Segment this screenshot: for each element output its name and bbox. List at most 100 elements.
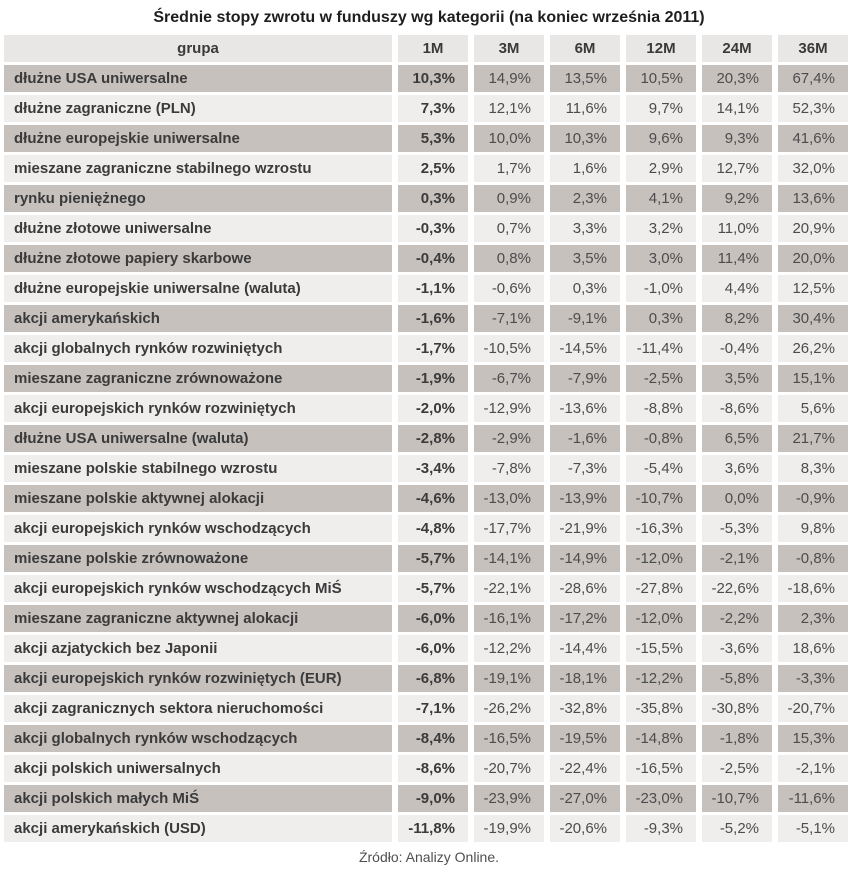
- value-cell: -2,9%: [474, 425, 544, 452]
- value-cell: 11,6%: [550, 95, 620, 122]
- value-cell: -5,3%: [702, 515, 772, 542]
- value-cell: 0,3%: [550, 275, 620, 302]
- value-cell: -16,5%: [626, 755, 696, 782]
- value-cell: 13,5%: [550, 65, 620, 92]
- value-cell: 2,5%: [398, 155, 468, 182]
- value-cell: -23,0%: [626, 785, 696, 812]
- value-cell: 18,6%: [778, 635, 848, 662]
- value-cell: 30,4%: [778, 305, 848, 332]
- value-cell: -16,1%: [474, 605, 544, 632]
- value-cell: 3,6%: [702, 455, 772, 482]
- value-cell: -13,6%: [550, 395, 620, 422]
- column-header-24m: 24M: [702, 35, 772, 62]
- group-label-cell: akcji europejskich rynków rozwiniętych (…: [4, 665, 392, 692]
- value-cell: -11,4%: [626, 335, 696, 362]
- value-cell: 1,7%: [474, 155, 544, 182]
- group-label-cell: akcji europejskich rynków wschodzących M…: [4, 575, 392, 602]
- value-cell: -14,1%: [474, 545, 544, 572]
- value-cell: -5,1%: [778, 815, 848, 842]
- value-cell: 0,3%: [626, 305, 696, 332]
- value-cell: -7,1%: [474, 305, 544, 332]
- value-cell: -19,5%: [550, 725, 620, 752]
- value-cell: -2,5%: [702, 755, 772, 782]
- value-cell: -0,3%: [398, 215, 468, 242]
- column-header-36m: 36M: [778, 35, 848, 62]
- value-cell: -17,2%: [550, 605, 620, 632]
- group-label-cell: dłużne USA uniwersalne (waluta): [4, 425, 392, 452]
- value-cell: -10,7%: [626, 485, 696, 512]
- value-cell: -7,3%: [550, 455, 620, 482]
- value-cell: 3,5%: [702, 365, 772, 392]
- value-cell: -20,7%: [778, 695, 848, 722]
- value-cell: 3,3%: [550, 215, 620, 242]
- value-cell: -1,6%: [550, 425, 620, 452]
- value-cell: -14,5%: [550, 335, 620, 362]
- value-cell: 15,1%: [778, 365, 848, 392]
- value-cell: 0,8%: [474, 245, 544, 272]
- value-cell: 5,3%: [398, 125, 468, 152]
- value-cell: 1,6%: [550, 155, 620, 182]
- value-cell: -26,2%: [474, 695, 544, 722]
- value-cell: -2,1%: [702, 545, 772, 572]
- group-label-cell: dłużne złotowe uniwersalne: [4, 215, 392, 242]
- value-cell: 3,5%: [550, 245, 620, 272]
- value-cell: -19,9%: [474, 815, 544, 842]
- value-cell: 9,8%: [778, 515, 848, 542]
- value-cell: -12,2%: [474, 635, 544, 662]
- value-cell: 3,2%: [626, 215, 696, 242]
- value-cell: -5,4%: [626, 455, 696, 482]
- value-cell: 52,3%: [778, 95, 848, 122]
- source-note: Źródło: Analizy Online.: [358, 849, 500, 865]
- value-cell: -1,1%: [398, 275, 468, 302]
- value-cell: -7,8%: [474, 455, 544, 482]
- group-label-cell: akcji europejskich rynków rozwiniętych: [4, 395, 392, 422]
- value-cell: -9,3%: [626, 815, 696, 842]
- value-cell: -35,8%: [626, 695, 696, 722]
- value-cell: -22,6%: [702, 575, 772, 602]
- value-cell: -1,9%: [398, 365, 468, 392]
- value-cell: -5,7%: [398, 575, 468, 602]
- value-cell: 14,9%: [474, 65, 544, 92]
- value-cell: -0,8%: [626, 425, 696, 452]
- value-cell: -10,7%: [702, 785, 772, 812]
- value-cell: -8,6%: [702, 395, 772, 422]
- value-cell: -9,1%: [550, 305, 620, 332]
- group-label-cell: mieszane polskie aktywnej alokacji: [4, 485, 392, 512]
- value-cell: -8,8%: [626, 395, 696, 422]
- value-cell: -2,1%: [778, 755, 848, 782]
- group-label-cell: mieszane zagraniczne aktywnej alokacji: [4, 605, 392, 632]
- group-label-cell: akcji amerykańskich: [4, 305, 392, 332]
- value-cell: 12,5%: [778, 275, 848, 302]
- value-cell: -12,0%: [626, 605, 696, 632]
- value-cell: -16,3%: [626, 515, 696, 542]
- value-cell: 2,3%: [550, 185, 620, 212]
- value-cell: -0,4%: [398, 245, 468, 272]
- value-cell: 12,1%: [474, 95, 544, 122]
- value-cell: -14,4%: [550, 635, 620, 662]
- value-cell: 10,3%: [398, 65, 468, 92]
- value-cell: 20,0%: [778, 245, 848, 272]
- value-cell: -23,9%: [474, 785, 544, 812]
- value-cell: -27,8%: [626, 575, 696, 602]
- value-cell: 11,0%: [702, 215, 772, 242]
- value-cell: 10,5%: [626, 65, 696, 92]
- value-cell: 8,2%: [702, 305, 772, 332]
- value-cell: -32,8%: [550, 695, 620, 722]
- value-cell: -17,7%: [474, 515, 544, 542]
- value-cell: -1,8%: [702, 725, 772, 752]
- value-cell: -11,6%: [778, 785, 848, 812]
- value-cell: 32,0%: [778, 155, 848, 182]
- value-cell: -18,1%: [550, 665, 620, 692]
- value-cell: -16,5%: [474, 725, 544, 752]
- column-header-6m: 6M: [550, 35, 620, 62]
- value-cell: -6,0%: [398, 635, 468, 662]
- value-cell: 20,9%: [778, 215, 848, 242]
- group-label-cell: dłużne europejskie uniwersalne (waluta): [4, 275, 392, 302]
- value-cell: -7,9%: [550, 365, 620, 392]
- value-cell: 10,3%: [550, 125, 620, 152]
- group-label-cell: akcji polskich uniwersalnych: [4, 755, 392, 782]
- value-cell: 0,9%: [474, 185, 544, 212]
- value-cell: 13,6%: [778, 185, 848, 212]
- value-cell: -5,8%: [702, 665, 772, 692]
- value-cell: 2,9%: [626, 155, 696, 182]
